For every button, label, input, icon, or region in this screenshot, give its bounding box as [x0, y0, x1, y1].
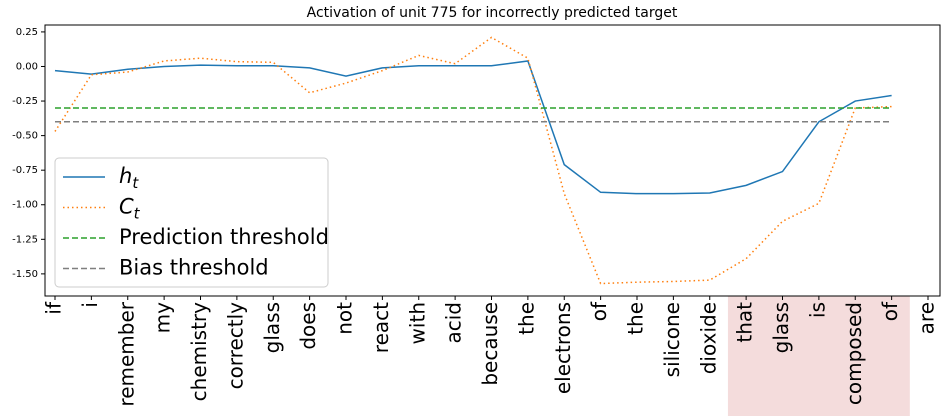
x-tick-label: composed	[842, 302, 866, 405]
y-tick-label: 0.00	[16, 61, 38, 72]
legend-label: Ct	[119, 195, 141, 223]
y-tick-label: -0.50	[12, 131, 38, 142]
series-line	[54, 60, 892, 195]
plot-frame	[44, 24, 941, 297]
x-tick-label: the	[624, 302, 648, 335]
chart-title: Activation of unit 775 for incorrectly p…	[307, 5, 678, 21]
y-tick-label: -1.00	[12, 200, 38, 211]
x-tick-label: are	[915, 302, 939, 334]
x-tick-label: acid	[442, 302, 466, 344]
x-tick-label: of	[587, 301, 611, 321]
x-tick-label: dioxide	[696, 302, 720, 374]
x-tick-label: is	[805, 302, 829, 318]
y-tick-label: -0.75	[12, 165, 38, 176]
x-tick-label: with	[405, 302, 429, 344]
highlight-band	[727, 296, 910, 416]
x-tick-label: silicone	[660, 302, 684, 377]
x-tick-label: that	[733, 302, 757, 343]
y-tick-label: -1.50	[12, 269, 38, 280]
x-tick-label: electrons	[551, 302, 575, 394]
legend-label: Prediction threshold	[119, 225, 329, 249]
x-tick-label: my	[151, 302, 175, 333]
x-tick-label: of	[878, 301, 902, 321]
y-tick-label: -1.25	[12, 234, 38, 245]
legend-label: Bias threshold	[119, 256, 269, 280]
legend-box	[54, 157, 329, 288]
x-tick-label: the	[514, 302, 538, 335]
x-tick-label: remember	[114, 301, 138, 406]
y-tick-label: 0.25	[16, 27, 38, 38]
x-tick-label: glass	[260, 302, 284, 353]
y-tick-label: -0.25	[12, 96, 38, 107]
x-tick-label: not	[333, 302, 357, 335]
x-tick-label: react	[369, 302, 393, 353]
x-tick-label: correctly	[223, 302, 247, 390]
series-line	[54, 36, 892, 285]
x-tick-label: because	[478, 302, 502, 386]
x-tick-label: if	[42, 301, 66, 315]
legend-label: ht	[119, 164, 139, 192]
x-tick-label: chemistry	[187, 302, 211, 402]
x-tick-label: does	[296, 302, 320, 350]
x-tick-label: i	[78, 302, 102, 308]
x-tick-label: glass	[769, 302, 793, 353]
